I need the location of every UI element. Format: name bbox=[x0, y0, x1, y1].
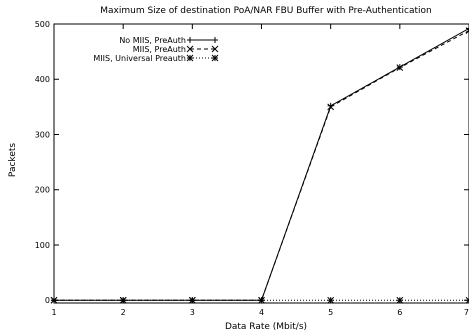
chart-title: Maximum Size of destination PoA/NAR FBU … bbox=[100, 6, 432, 16]
legend-label-1: No MIIS, PreAuth bbox=[119, 36, 186, 45]
series-2-point bbox=[465, 27, 469, 34]
series-line-1 bbox=[54, 27, 469, 301]
legend-marker-3 bbox=[186, 54, 194, 62]
x-tick-label: 5 bbox=[328, 308, 333, 317]
series-3-point bbox=[119, 296, 127, 304]
y-tick-label: 500 bbox=[35, 20, 50, 29]
x-axis-label: Data Rate (Mbit/s) bbox=[225, 322, 307, 332]
legend-marker-2 bbox=[211, 45, 219, 53]
series-line-2 bbox=[54, 30, 469, 301]
x-tick-label: 4 bbox=[259, 308, 264, 317]
y-tick-label: 0 bbox=[45, 296, 50, 305]
y-axis-label: Packets bbox=[8, 143, 18, 177]
series-2-point bbox=[396, 64, 404, 71]
legend-marker-3 bbox=[211, 54, 219, 62]
series-2-point bbox=[327, 103, 335, 111]
legend-label-3: MIIS, Universal Preauth bbox=[93, 54, 186, 63]
series-3-point bbox=[327, 296, 335, 304]
legend-label-2: MIIS, PreAuth bbox=[133, 45, 186, 54]
series-3-point bbox=[188, 296, 196, 304]
y-tick-label: 400 bbox=[35, 75, 50, 84]
y-tick-label: 300 bbox=[35, 130, 50, 139]
legend-marker-1 bbox=[187, 37, 193, 43]
x-tick-label: 6 bbox=[397, 308, 402, 317]
x-tick-label: 7 bbox=[464, 308, 469, 317]
legend-marker-2 bbox=[186, 45, 194, 53]
series-group bbox=[50, 25, 469, 304]
y-tick-label: 100 bbox=[35, 241, 50, 250]
legend-marker-1 bbox=[212, 37, 218, 43]
series-3-point bbox=[465, 296, 469, 304]
series-3-point bbox=[258, 296, 265, 304]
series-3-point bbox=[396, 296, 404, 304]
x-tick-label: 2 bbox=[121, 308, 126, 317]
series-3-point bbox=[50, 296, 58, 304]
plot-frame bbox=[53, 23, 469, 304]
y-tick-label: 200 bbox=[35, 186, 50, 195]
tick-group: 0 100 200 300 400 500 1 2 3 4 5 6 7 bbox=[35, 20, 469, 317]
x-tick-label: 3 bbox=[190, 308, 195, 317]
x-tick-label: 1 bbox=[51, 308, 56, 317]
